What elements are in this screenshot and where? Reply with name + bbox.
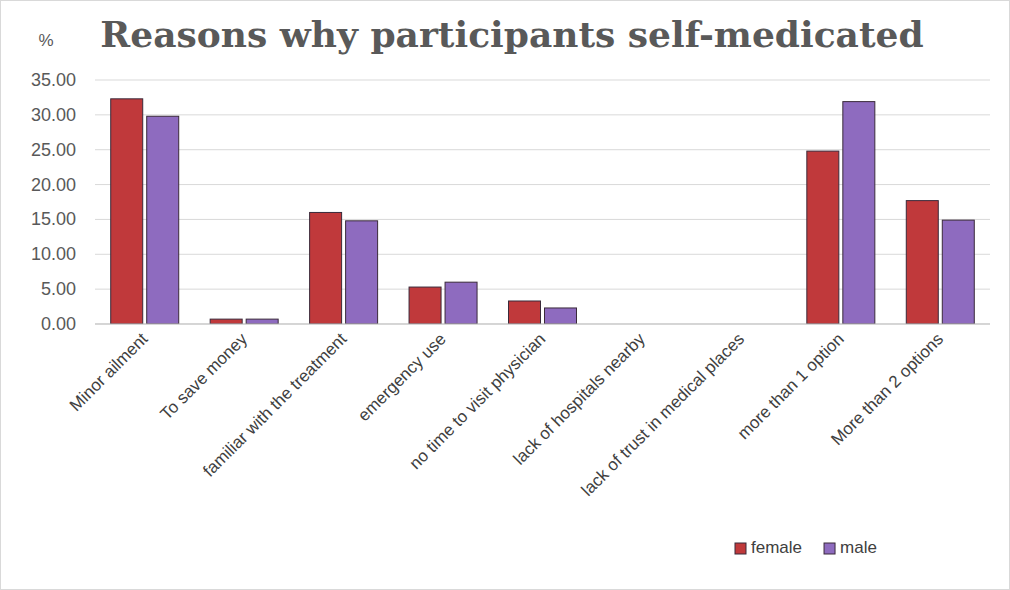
y-tick-label: 35.00 <box>31 70 76 90</box>
chart: Reasons why participants self-medicated%… <box>0 0 1010 590</box>
y-tick-label: 20.00 <box>31 175 76 195</box>
x-tick-label: Minor ailment <box>66 329 152 415</box>
legend-swatch <box>824 543 835 554</box>
y-tick-label: 10.00 <box>31 244 76 264</box>
bar <box>346 221 378 324</box>
y-tick-label: 0.00 <box>41 314 76 334</box>
bar <box>111 99 143 324</box>
x-tick-label: More than 2 options <box>827 329 947 449</box>
title: Reasons why participants self-medicated <box>100 13 923 55</box>
bar <box>147 116 179 324</box>
grid-line <box>95 324 990 325</box>
x-axis <box>95 324 990 325</box>
bar <box>509 301 541 324</box>
bar <box>807 151 839 324</box>
y-tick-label: 25.00 <box>31 140 76 160</box>
bar <box>246 319 278 324</box>
y-tick-label: 15.00 <box>31 209 76 229</box>
grid-line <box>95 80 990 81</box>
x-tick-label: To save money <box>157 329 252 424</box>
bar <box>906 201 938 324</box>
x-tick-label: lack of trust in medical places <box>578 329 748 499</box>
bar <box>942 220 974 324</box>
chart-border <box>1 1 1010 590</box>
x-tick-label: emergency use <box>354 329 450 425</box>
y-tick-label: 30.00 <box>31 105 76 125</box>
legend-label: female <box>751 538 802 557</box>
bar <box>843 102 875 324</box>
x-tick-label: more than 1 option <box>734 329 848 443</box>
bar <box>409 287 441 324</box>
bar <box>310 212 342 324</box>
y-axis-label: % <box>38 31 53 50</box>
bar <box>210 319 242 324</box>
x-tick-label: familiar with the treatment <box>199 329 350 480</box>
bar <box>445 282 477 324</box>
bar <box>545 308 577 324</box>
bars <box>111 99 975 324</box>
legend-label: male <box>840 538 877 557</box>
y-tick-label: 5.00 <box>41 279 76 299</box>
legend-swatch <box>735 543 746 554</box>
